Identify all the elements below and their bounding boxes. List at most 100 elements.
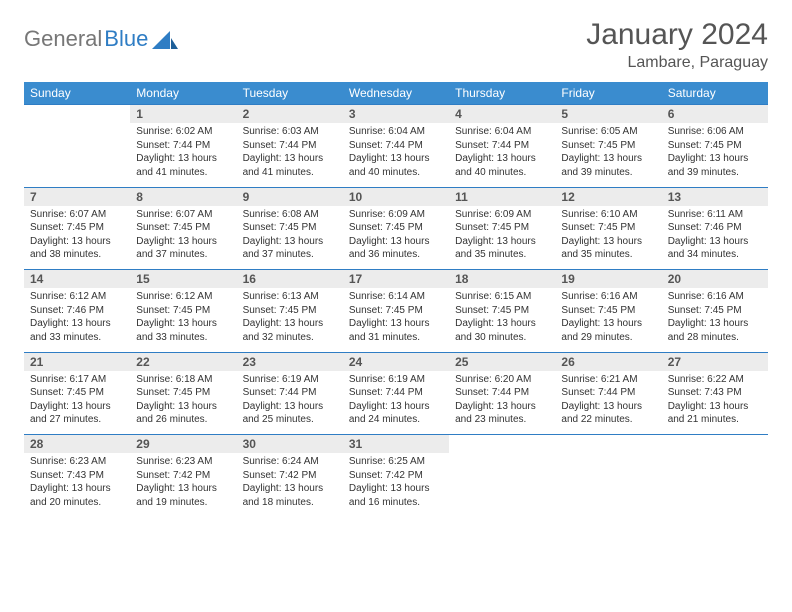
daylight-line: Daylight: 13 hours and 19 minutes. (136, 482, 230, 509)
sunrise-line: Sunrise: 6:22 AM (668, 373, 762, 387)
day-content-cell: Sunrise: 6:21 AMSunset: 7:44 PMDaylight:… (555, 371, 661, 435)
day-content-cell: Sunrise: 6:16 AMSunset: 7:45 PMDaylight:… (662, 288, 768, 352)
day-content-cell (662, 453, 768, 517)
sunset-line: Sunset: 7:44 PM (243, 139, 337, 153)
sunset-line: Sunset: 7:45 PM (243, 221, 337, 235)
sunrise-line: Sunrise: 6:06 AM (668, 125, 762, 139)
day-number-cell: 29 (130, 435, 236, 454)
daylight-line: Daylight: 13 hours and 26 minutes. (136, 400, 230, 427)
daylight-line: Daylight: 13 hours and 37 minutes. (243, 235, 337, 262)
sunrise-line: Sunrise: 6:11 AM (668, 208, 762, 222)
weekday-header: Monday (130, 82, 236, 105)
daylight-line: Daylight: 13 hours and 27 minutes. (30, 400, 124, 427)
day-content-cell: Sunrise: 6:23 AMSunset: 7:42 PMDaylight:… (130, 453, 236, 517)
day-content-row: Sunrise: 6:17 AMSunset: 7:45 PMDaylight:… (24, 371, 768, 435)
calendar-body: 123456Sunrise: 6:02 AMSunset: 7:44 PMDay… (24, 105, 768, 518)
sunrise-line: Sunrise: 6:16 AM (561, 290, 655, 304)
daylight-line: Daylight: 13 hours and 36 minutes. (349, 235, 443, 262)
sunrise-line: Sunrise: 6:14 AM (349, 290, 443, 304)
header: GeneralBlue January 2024 Lambare, Paragu… (24, 18, 768, 72)
sunset-line: Sunset: 7:45 PM (455, 304, 549, 318)
sunrise-line: Sunrise: 6:24 AM (243, 455, 337, 469)
day-number-cell (24, 105, 130, 124)
day-number-cell: 28 (24, 435, 130, 454)
day-number-cell: 16 (237, 270, 343, 289)
day-content-cell: Sunrise: 6:22 AMSunset: 7:43 PMDaylight:… (662, 371, 768, 435)
day-number-row: 78910111213 (24, 187, 768, 206)
day-content-cell: Sunrise: 6:08 AMSunset: 7:45 PMDaylight:… (237, 206, 343, 270)
sunrise-line: Sunrise: 6:10 AM (561, 208, 655, 222)
sunrise-line: Sunrise: 6:12 AM (30, 290, 124, 304)
sunset-line: Sunset: 7:45 PM (30, 221, 124, 235)
sunrise-line: Sunrise: 6:19 AM (349, 373, 443, 387)
day-number-cell: 20 (662, 270, 768, 289)
day-content-cell: Sunrise: 6:12 AMSunset: 7:46 PMDaylight:… (24, 288, 130, 352)
sunrise-line: Sunrise: 6:07 AM (30, 208, 124, 222)
day-number-cell: 18 (449, 270, 555, 289)
sunrise-line: Sunrise: 6:17 AM (30, 373, 124, 387)
sunset-line: Sunset: 7:45 PM (136, 386, 230, 400)
sunset-line: Sunset: 7:46 PM (30, 304, 124, 318)
sunset-line: Sunset: 7:45 PM (455, 221, 549, 235)
day-number-row: 123456 (24, 105, 768, 124)
sunset-line: Sunset: 7:45 PM (243, 304, 337, 318)
daylight-line: Daylight: 13 hours and 20 minutes. (30, 482, 124, 509)
daylight-line: Daylight: 13 hours and 32 minutes. (243, 317, 337, 344)
sunset-line: Sunset: 7:45 PM (30, 386, 124, 400)
sunset-line: Sunset: 7:42 PM (349, 469, 443, 483)
day-number-cell: 5 (555, 105, 661, 124)
day-number-cell: 22 (130, 352, 236, 371)
day-content-cell: Sunrise: 6:03 AMSunset: 7:44 PMDaylight:… (237, 123, 343, 187)
sunrise-line: Sunrise: 6:15 AM (455, 290, 549, 304)
day-content-cell: Sunrise: 6:12 AMSunset: 7:45 PMDaylight:… (130, 288, 236, 352)
weekday-header: Tuesday (237, 82, 343, 105)
month-title: January 2024 (586, 18, 768, 52)
day-number-row: 21222324252627 (24, 352, 768, 371)
sunrise-line: Sunrise: 6:18 AM (136, 373, 230, 387)
weekday-header: Wednesday (343, 82, 449, 105)
day-number-cell: 12 (555, 187, 661, 206)
day-number-cell: 2 (237, 105, 343, 124)
sunset-line: Sunset: 7:42 PM (136, 469, 230, 483)
day-content-cell: Sunrise: 6:14 AMSunset: 7:45 PMDaylight:… (343, 288, 449, 352)
daylight-line: Daylight: 13 hours and 41 minutes. (136, 152, 230, 179)
daylight-line: Daylight: 13 hours and 33 minutes. (136, 317, 230, 344)
day-number-cell (662, 435, 768, 454)
daylight-line: Daylight: 13 hours and 34 minutes. (668, 235, 762, 262)
brand-logo: GeneralBlue (24, 18, 178, 52)
day-content-cell: Sunrise: 6:17 AMSunset: 7:45 PMDaylight:… (24, 371, 130, 435)
daylight-line: Daylight: 13 hours and 40 minutes. (455, 152, 549, 179)
daylight-line: Daylight: 13 hours and 30 minutes. (455, 317, 549, 344)
sunset-line: Sunset: 7:45 PM (561, 221, 655, 235)
sunset-line: Sunset: 7:43 PM (30, 469, 124, 483)
sunrise-line: Sunrise: 6:07 AM (136, 208, 230, 222)
day-content-cell: Sunrise: 6:18 AMSunset: 7:45 PMDaylight:… (130, 371, 236, 435)
sunset-line: Sunset: 7:42 PM (243, 469, 337, 483)
location: Lambare, Paraguay (586, 54, 768, 72)
day-number-cell: 7 (24, 187, 130, 206)
day-content-cell: Sunrise: 6:04 AMSunset: 7:44 PMDaylight:… (343, 123, 449, 187)
sunset-line: Sunset: 7:44 PM (561, 386, 655, 400)
day-number-cell: 8 (130, 187, 236, 206)
daylight-line: Daylight: 13 hours and 39 minutes. (561, 152, 655, 179)
daylight-line: Daylight: 13 hours and 23 minutes. (455, 400, 549, 427)
day-number-cell: 4 (449, 105, 555, 124)
day-content-row: Sunrise: 6:23 AMSunset: 7:43 PMDaylight:… (24, 453, 768, 517)
sunrise-line: Sunrise: 6:23 AM (30, 455, 124, 469)
sunrise-line: Sunrise: 6:08 AM (243, 208, 337, 222)
daylight-line: Daylight: 13 hours and 40 minutes. (349, 152, 443, 179)
day-number-cell (449, 435, 555, 454)
sunset-line: Sunset: 7:44 PM (136, 139, 230, 153)
sunset-line: Sunset: 7:44 PM (243, 386, 337, 400)
sunrise-line: Sunrise: 6:05 AM (561, 125, 655, 139)
sunrise-line: Sunrise: 6:23 AM (136, 455, 230, 469)
sunrise-line: Sunrise: 6:13 AM (243, 290, 337, 304)
day-number-cell: 3 (343, 105, 449, 124)
brand-part2: Blue (104, 26, 148, 52)
day-content-cell: Sunrise: 6:09 AMSunset: 7:45 PMDaylight:… (449, 206, 555, 270)
day-number-cell: 1 (130, 105, 236, 124)
day-content-cell: Sunrise: 6:19 AMSunset: 7:44 PMDaylight:… (237, 371, 343, 435)
day-number-cell: 11 (449, 187, 555, 206)
weekday-header: Saturday (662, 82, 768, 105)
day-content-cell: Sunrise: 6:07 AMSunset: 7:45 PMDaylight:… (130, 206, 236, 270)
